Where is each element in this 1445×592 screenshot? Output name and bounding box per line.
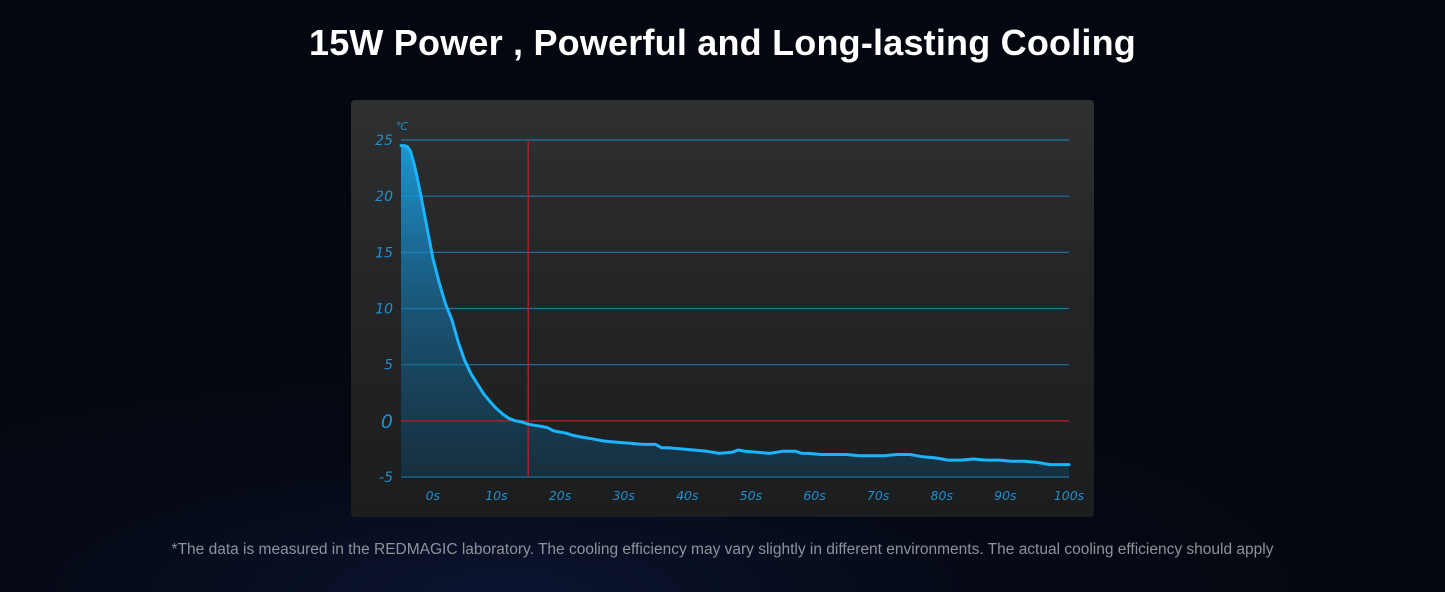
x-tick-label: 50s bbox=[740, 488, 763, 503]
x-tick-label: 0s bbox=[426, 488, 441, 503]
x-tick-label: 30s bbox=[612, 488, 635, 503]
x-tick-label: 20s bbox=[549, 488, 572, 503]
y-tick-label: 0 bbox=[381, 411, 393, 433]
x-tick-label: 100s bbox=[1054, 488, 1085, 503]
temperature-area-fill bbox=[401, 145, 1069, 477]
chart-panel: ℃ 25 20 15 10 5 0 -5 0s 10s 20s 30s 40s 50s 60s 70s 80… bbox=[351, 100, 1094, 517]
x-tick-label: 70s bbox=[867, 488, 890, 503]
x-tick-label: 40s bbox=[676, 488, 699, 503]
x-tick-label: 90s bbox=[994, 488, 1017, 503]
x-tick-label: 10s bbox=[485, 488, 508, 503]
y-tick-label: 20 bbox=[375, 189, 393, 205]
y-tick-label: -5 bbox=[379, 470, 393, 486]
page-title: 15W Power , Powerful and Long-lasting Co… bbox=[308, 22, 1136, 63]
footnote: *The data is measured in the REDMAGIC la… bbox=[171, 541, 1274, 558]
y-tick-label: 5 bbox=[384, 358, 393, 374]
y-axis-unit-label: ℃ bbox=[396, 120, 409, 133]
x-tick-label: 60s bbox=[803, 488, 826, 503]
y-tick-label: 15 bbox=[375, 245, 393, 261]
x-tick-label: 80s bbox=[931, 488, 954, 503]
temperature-chart: ℃ 25 20 15 10 5 0 -5 0s 10s 20s 30s 40s 50s 60s 70s 80… bbox=[375, 120, 1085, 503]
y-tick-label: 25 bbox=[375, 133, 393, 149]
y-tick-label: 10 bbox=[375, 302, 393, 318]
temperature-line bbox=[399, 144, 1071, 467]
